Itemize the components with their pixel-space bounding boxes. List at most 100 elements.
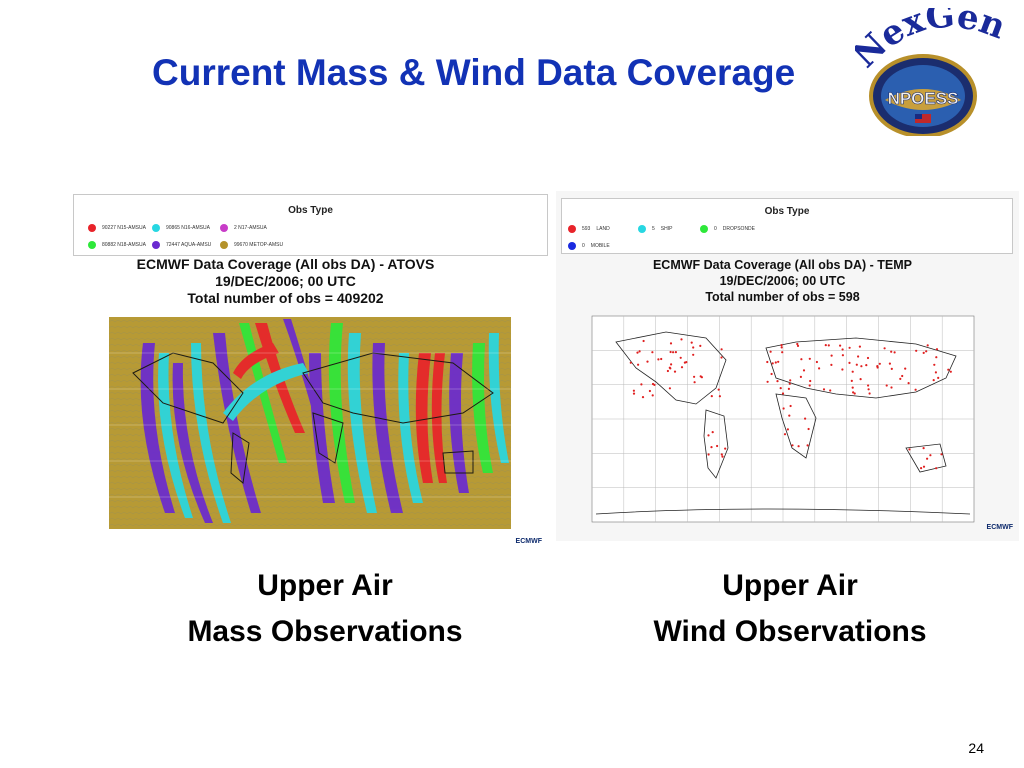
nexgen-npoess-logo: NexGen NPOESS bbox=[845, 0, 1015, 138]
observation-dot bbox=[692, 353, 695, 356]
observation-dot bbox=[710, 395, 713, 398]
observation-dot bbox=[640, 383, 643, 386]
left-legend-item: 2 N17-AMSUA bbox=[220, 224, 267, 232]
temp-coverage-map bbox=[591, 315, 975, 523]
observation-dot bbox=[796, 342, 799, 346]
observation-dot bbox=[830, 354, 833, 357]
right-legend-item: 0 MOBILE bbox=[568, 242, 610, 250]
observation-dot bbox=[788, 414, 791, 417]
observation-dot bbox=[710, 446, 713, 449]
observation-dot bbox=[855, 363, 858, 366]
right-legend: Obs Type 593 LAND 5 SHIP 0 DROPSONDE 0 MOBIL… bbox=[561, 198, 1013, 254]
legend-label: 90227 N15-AMSUA bbox=[102, 225, 146, 231]
legend-label: DROPSONDE bbox=[722, 226, 756, 232]
observation-dot bbox=[883, 347, 886, 350]
observation-dot bbox=[857, 355, 860, 358]
observation-dot bbox=[899, 377, 902, 380]
observation-dot bbox=[915, 349, 918, 352]
observation-dot bbox=[920, 467, 923, 470]
observation-dot bbox=[890, 367, 893, 370]
observation-dot bbox=[885, 384, 888, 387]
observation-dot bbox=[690, 341, 693, 344]
observation-dot bbox=[799, 375, 802, 378]
legend-swatch bbox=[152, 241, 160, 249]
legend-swatch bbox=[568, 225, 576, 233]
observation-dot bbox=[692, 346, 695, 349]
observation-dot bbox=[925, 350, 928, 353]
legend-label: 80882 N18-AMSUA bbox=[102, 242, 146, 248]
observation-dot bbox=[769, 350, 772, 353]
observation-dot bbox=[866, 356, 870, 360]
legend-swatch bbox=[638, 225, 646, 233]
observation-dot bbox=[926, 344, 929, 347]
observation-dot bbox=[789, 379, 792, 382]
right-ecmwf-mark: ECMWF bbox=[986, 524, 1013, 531]
observation-dot bbox=[718, 395, 721, 398]
observation-dot bbox=[922, 447, 925, 450]
observation-dot bbox=[949, 370, 952, 373]
legend-label: 99670 METOP-AMSU bbox=[234, 242, 284, 248]
right-legend-item: 593 LAND bbox=[568, 225, 610, 233]
observation-dot bbox=[779, 387, 782, 390]
legend-count: 0 bbox=[714, 226, 717, 232]
observation-dot bbox=[934, 371, 937, 374]
observation-dot bbox=[780, 346, 783, 349]
observation-dot bbox=[711, 431, 714, 434]
right-caption: Upper Air Wind Observations bbox=[615, 563, 965, 655]
observation-dot bbox=[929, 454, 932, 457]
observation-dot bbox=[780, 344, 783, 347]
observation-dot bbox=[815, 360, 818, 364]
left-legend-item: 90227 N15-AMSUA bbox=[88, 224, 146, 232]
left-heading-line2: 19/DEC/2006; 00 UTC bbox=[215, 273, 356, 289]
observation-dot bbox=[822, 388, 826, 391]
observation-dot bbox=[829, 389, 832, 392]
observation-dot bbox=[868, 392, 871, 395]
observation-dot bbox=[637, 363, 640, 366]
observation-dot bbox=[673, 370, 677, 373]
observation-dot bbox=[808, 384, 811, 387]
right-legend-item: 5 SHIP bbox=[638, 225, 672, 233]
observation-dot bbox=[804, 417, 807, 420]
left-legend-item: 80882 N18-AMSUA bbox=[88, 241, 146, 249]
legend-count: 5 bbox=[652, 226, 655, 232]
observation-dot bbox=[791, 444, 794, 447]
observation-dot bbox=[642, 339, 645, 343]
observation-dot bbox=[657, 358, 660, 361]
legend-count: 0 bbox=[582, 243, 585, 249]
observation-dot bbox=[935, 348, 939, 351]
observation-dot bbox=[937, 376, 940, 379]
observation-dot bbox=[783, 433, 787, 436]
observation-dot bbox=[716, 444, 719, 448]
left-caption-line2: Mass Observations bbox=[187, 615, 463, 648]
observation-dot bbox=[940, 453, 943, 456]
observation-dot bbox=[699, 344, 702, 347]
left-map-heading: ECMWF Data Coverage (All obs DA) - ATOVS… bbox=[73, 256, 523, 307]
observation-dot bbox=[841, 348, 844, 351]
observation-dot bbox=[720, 356, 723, 359]
observation-dot bbox=[668, 387, 671, 390]
right-caption-line1: Upper Air bbox=[722, 569, 858, 602]
observation-dot bbox=[789, 404, 792, 408]
observation-dot bbox=[852, 391, 855, 394]
observation-dot bbox=[670, 363, 673, 366]
right-legend-title: Obs Type bbox=[764, 206, 810, 217]
observation-dot bbox=[824, 344, 827, 347]
observation-dot bbox=[876, 366, 879, 369]
right-coverage-panel: Obs Type 593 LAND 5 SHIP 0 DROPSONDE 0 MOBIL… bbox=[556, 191, 1019, 541]
observation-dot bbox=[770, 372, 773, 376]
observation-dot bbox=[632, 389, 635, 392]
observation-dot bbox=[808, 357, 811, 360]
observation-dot bbox=[848, 346, 851, 349]
left-legend-title: Obs Type bbox=[288, 205, 333, 216]
left-legend: Obs Type 90227 N15-AMSUA 90865 N16-AMSUA… bbox=[73, 194, 548, 256]
right-legend-item: 0 DROPSONDE bbox=[700, 225, 755, 233]
legend-swatch bbox=[152, 224, 160, 232]
observation-dot bbox=[629, 361, 632, 364]
legend-label: 90865 N16-AMSUA bbox=[166, 225, 210, 231]
observation-dot bbox=[707, 453, 710, 456]
observation-dot bbox=[851, 386, 854, 389]
observation-dot bbox=[699, 375, 702, 378]
observation-dot bbox=[632, 392, 636, 395]
observation-dot bbox=[848, 361, 851, 364]
observation-dot bbox=[717, 388, 720, 391]
